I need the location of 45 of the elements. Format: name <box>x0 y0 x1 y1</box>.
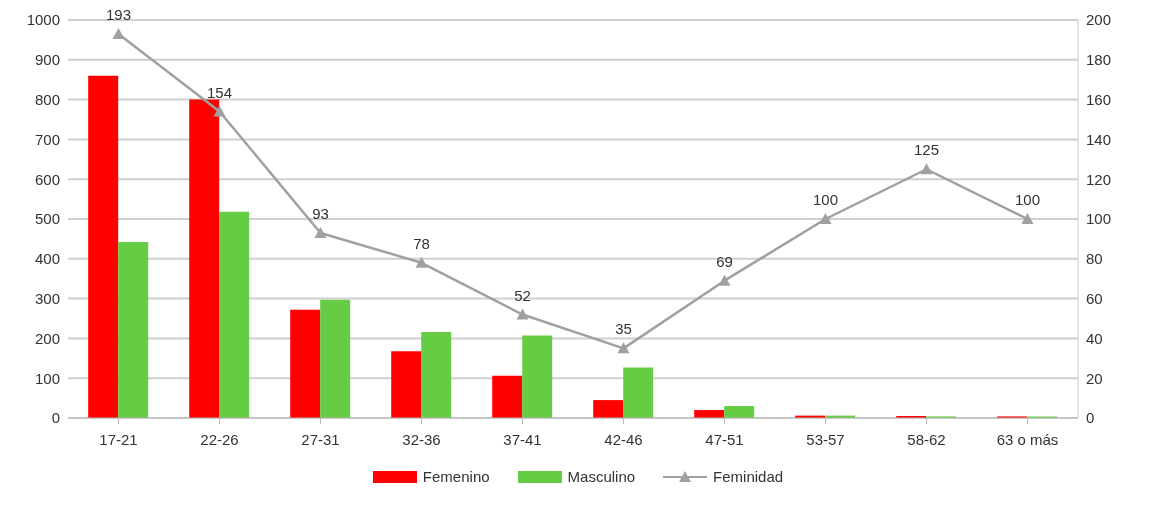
data-label: 193 <box>105 5 132 23</box>
y-tick-label: 0 <box>51 409 60 427</box>
x-tick-label: 63 o más <box>996 430 1059 448</box>
data-label: 100 <box>1014 191 1041 208</box>
y-tick-label: 800 <box>34 90 60 108</box>
x-tick-label: 42-46 <box>604 430 643 448</box>
y2-tick-label: 120 <box>1086 170 1112 188</box>
y-tick-label: 900 <box>34 51 60 69</box>
x-tick-label: 58-62 <box>907 430 946 448</box>
x-tick-label: 22-26 <box>200 430 239 448</box>
x-tick-label: 37-41 <box>503 430 542 448</box>
y2-tick-label: 20 <box>1086 369 1103 387</box>
y2-tick-label: 40 <box>1086 329 1103 347</box>
data-label: 154 <box>206 83 233 101</box>
data-label: 78 <box>413 234 430 252</box>
data-label: 93 <box>312 204 329 222</box>
y2-tick-label: 200 <box>1086 11 1112 29</box>
y-tick-label: 400 <box>34 250 60 268</box>
x-tick-label: 27-31 <box>301 430 340 448</box>
legend-label: Feminidad <box>713 468 784 485</box>
data-label: 35 <box>615 320 632 338</box>
y-tick-label: 300 <box>34 289 60 307</box>
y-tick-label: 200 <box>34 329 60 347</box>
y2-tick-label: 180 <box>1086 51 1112 69</box>
x-tick-label: 17-21 <box>99 430 138 448</box>
y-tick-label: 700 <box>34 130 60 148</box>
legend-label: Femenino <box>422 468 490 485</box>
y2-tick-label: 60 <box>1086 289 1103 307</box>
y2-tick-label: 140 <box>1086 130 1112 148</box>
y-tick-label: 600 <box>34 170 60 188</box>
x-tick-label: 53-57 <box>806 430 845 448</box>
data-label: 69 <box>716 252 733 270</box>
x-tick-label: 32-36 <box>402 430 441 448</box>
y2-tick-label: 0 <box>1086 409 1095 427</box>
y-tick-label: 100 <box>34 369 60 387</box>
y-tick-label: 1000 <box>26 11 60 29</box>
data-label: 125 <box>913 141 940 159</box>
y2-tick-label: 80 <box>1086 250 1103 268</box>
y-tick-label: 500 <box>34 210 60 228</box>
legend-label: Masculino <box>567 468 636 485</box>
data-label: 52 <box>514 286 531 304</box>
x-tick-label: 47-51 <box>705 430 744 448</box>
y2-tick-label: 100 <box>1086 210 1112 228</box>
y2-tick-label: 160 <box>1086 90 1112 108</box>
data-label: 100 <box>812 191 839 208</box>
